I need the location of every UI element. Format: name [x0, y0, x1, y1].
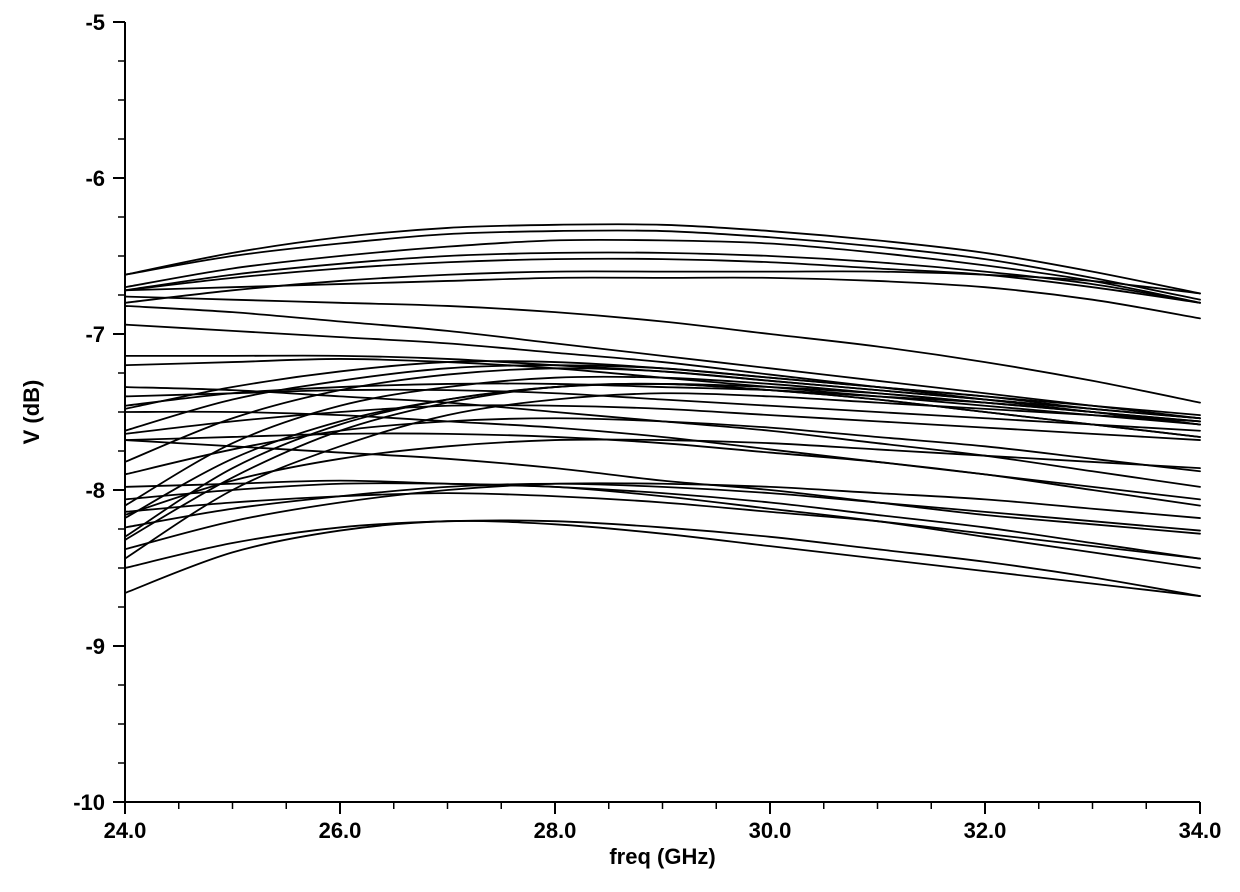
x-tick-label: 24.0: [104, 818, 147, 843]
series-line: [125, 259, 1200, 303]
series-line: [125, 483, 1200, 568]
chart-svg: 24.0 26.0 28.0 30.0 32.0 34.0 -10 -9 -8 -7 -6 -5 f…: [0, 0, 1240, 892]
series-line: [125, 493, 1200, 559]
series-group: [125, 224, 1200, 596]
x-tick-label: 34.0: [1179, 818, 1222, 843]
y-tick-label: -10: [73, 790, 105, 815]
y-axis-label: V (dB): [19, 380, 44, 445]
x-tick-label: 26.0: [319, 818, 362, 843]
chart-container: 24.0 26.0 28.0 30.0 32.0 34.0 -10 -9 -8 -7 -6 -5 f…: [0, 0, 1240, 892]
y-tick-label: -7: [85, 322, 105, 347]
x-tick-label: 28.0: [534, 818, 577, 843]
x-axis-label: freq (GHz): [609, 844, 715, 869]
y-tick-label: -9: [85, 634, 105, 659]
y-ticks: [113, 22, 125, 802]
series-line: [125, 271, 1200, 302]
series-line: [125, 484, 1200, 531]
y-tick-labels: -10 -9 -8 -7 -6 -5: [73, 10, 105, 815]
series-line: [125, 278, 1200, 319]
x-tick-label: 32.0: [964, 818, 1007, 843]
y-tick-label: -6: [85, 166, 105, 191]
y-tick-label: -5: [85, 10, 105, 35]
y-tick-label: -8: [85, 478, 105, 503]
series-line: [125, 521, 1200, 596]
x-ticks: [125, 802, 1200, 814]
x-tick-label: 30.0: [749, 818, 792, 843]
x-tick-labels: 24.0 26.0 28.0 30.0 32.0 34.0: [104, 818, 1222, 843]
series-line: [125, 368, 1200, 462]
series-line: [125, 520, 1200, 596]
